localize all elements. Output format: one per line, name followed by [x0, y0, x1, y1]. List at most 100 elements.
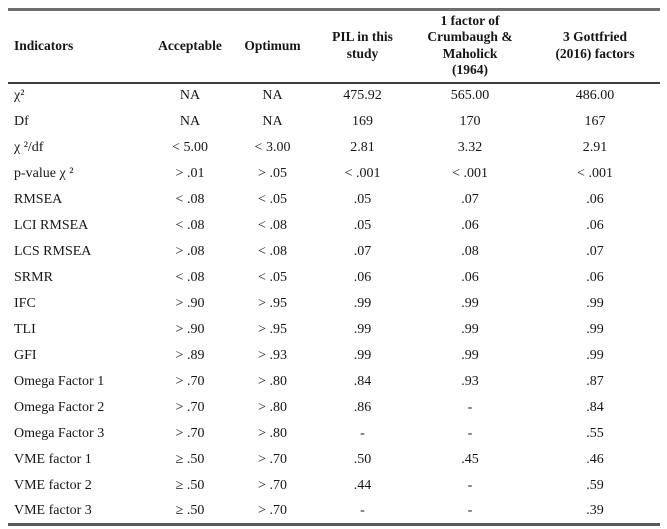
cell-value: < .05 — [258, 269, 287, 285]
cell-value: 170 — [459, 113, 481, 129]
cell-value: 2.81 — [350, 139, 375, 155]
cell-value: .84 — [586, 399, 604, 415]
cell-value: - — [360, 425, 365, 441]
cell-value: 475.92 — [343, 88, 382, 104]
cell-value: > .01 — [175, 165, 205, 181]
table-row: RMSEA < .08 < .05 .05 .07 .06 — [8, 187, 660, 213]
cell-value: 2.91 — [582, 139, 608, 155]
cell-value: 486.00 — [575, 88, 615, 104]
row-label: GFI — [14, 347, 37, 363]
cell-value: .08 — [461, 243, 479, 259]
table-row: Omega Factor 3 > .70 > .80 - - .55 — [8, 421, 660, 447]
cell-value: ≥ .50 — [175, 477, 205, 493]
cell-value: .84 — [353, 373, 372, 389]
cell-value: > .70 — [175, 373, 205, 389]
cell-value: .55 — [586, 425, 604, 441]
cell-value: .99 — [353, 347, 372, 363]
cell-value: .39 — [586, 503, 604, 519]
cell-value: .99 — [586, 295, 604, 311]
cell-value: .59 — [586, 477, 604, 493]
cell-value: < .08 — [175, 217, 205, 233]
table-row: Omega Factor 1 > .70 > .80 .84 .93 .87 — [8, 369, 660, 395]
table-row: p-value χ ² > .01 > .05 < .001 < .001 < .001 — [8, 161, 660, 187]
table-row: GFI > .89 > .93 .99 .99 .99 — [8, 343, 660, 369]
cell-value: .06 — [586, 217, 604, 233]
row-label: LCS RMSEA — [14, 243, 92, 259]
cell-value: .99 — [353, 295, 372, 311]
cell-value: > .95 — [258, 295, 287, 311]
row-label: VME factor 3 — [14, 503, 92, 519]
cell-value: < .08 — [175, 269, 205, 285]
cell-value: > .70 — [175, 399, 205, 415]
cell-value: > .90 — [175, 295, 205, 311]
cell-value: > .08 — [175, 243, 205, 259]
table-row: χ ²/df < 5.00 < 3.00 2.81 3.32 2.91 — [8, 135, 660, 161]
row-label: VME factor 1 — [14, 451, 92, 467]
cell-value: - — [467, 477, 473, 493]
cell-value: 169 — [352, 113, 373, 129]
header-row: Indicators Acceptable Optimum PIL in this s… — [8, 10, 660, 83]
cell-value: < 5.00 — [172, 139, 208, 155]
cell-value: ≥ .50 — [175, 503, 205, 519]
cell-value: .99 — [586, 321, 604, 337]
cell-value: .05 — [353, 217, 372, 233]
table-row: SRMR < .08 < .05 .06 .06 .06 — [8, 265, 660, 291]
row-label: p-value χ ² — [14, 165, 74, 181]
cell-value: < .08 — [258, 243, 287, 259]
cell-value: .07 — [461, 191, 479, 207]
row-label: Df — [14, 113, 29, 129]
cell-value: > .80 — [258, 425, 287, 441]
cell-value: ≥ .50 — [175, 451, 205, 467]
cell-value: NA — [262, 88, 283, 104]
column-header: PIL in this study — [332, 29, 393, 61]
table-header: Indicators Acceptable Optimum PIL in this s… — [8, 10, 660, 83]
cell-value: .87 — [586, 373, 604, 389]
row-label: Omega Factor 3 — [14, 425, 105, 441]
cell-value: > .70 — [258, 451, 287, 467]
cell-value: .45 — [461, 451, 479, 467]
cell-value: NA — [179, 88, 201, 104]
table-row: VME factor 2 ≥ .50 > .70 .44 - .59 — [8, 473, 660, 499]
cell-value: < .001 — [577, 165, 613, 181]
cell-value: .06 — [461, 217, 479, 233]
cell-value: .99 — [461, 321, 479, 337]
table-row: VME factor 3 ≥ .50 > .70 - - .39 — [8, 499, 660, 525]
row-label: VME factor 2 — [14, 477, 92, 493]
row-label: LCI RMSEA — [14, 217, 89, 233]
cell-value: .99 — [461, 347, 479, 363]
fit-indices-table: Indicators Acceptable Optimum PIL in this s… — [8, 8, 660, 527]
cell-value: < 3.00 — [254, 139, 291, 155]
cell-value: < .08 — [175, 191, 205, 207]
row-label: SRMR — [14, 269, 53, 285]
cell-value: > .05 — [258, 165, 287, 181]
row-label: IFC — [14, 295, 36, 311]
cell-value: > .93 — [258, 347, 287, 363]
cell-value: .06 — [353, 269, 372, 285]
cell-value: < .08 — [258, 217, 287, 233]
cell-value: > .70 — [175, 425, 205, 441]
column-header: Indicators — [14, 37, 74, 53]
table-row: χ² NA NA 475.92 565.00 486.00 — [8, 83, 660, 109]
cell-value: .44 — [353, 477, 372, 493]
cell-value: .07 — [586, 243, 604, 259]
cell-value: .07 — [353, 243, 372, 259]
row-label: TLI — [14, 321, 36, 337]
cell-value: > .80 — [258, 399, 287, 415]
row-label: χ² — [14, 88, 25, 104]
table-row: LCI RMSEA < .08 < .08 .05 .06 .06 — [8, 213, 660, 239]
cell-value: > .95 — [258, 321, 287, 337]
column-header: 3 Gottfried (2016) factors — [555, 29, 635, 61]
cell-value: < .05 — [258, 191, 287, 207]
cell-value: .99 — [586, 347, 604, 363]
table-row: IFC > .90 > .95 .99 .99 .99 — [8, 291, 660, 317]
cell-value: .05 — [353, 191, 372, 207]
cell-value: 565.00 — [450, 88, 490, 104]
cell-value: > .70 — [258, 477, 287, 493]
cell-value: < .001 — [344, 165, 381, 181]
row-label: Omega Factor 2 — [14, 399, 105, 415]
cell-value: - — [360, 503, 365, 519]
row-label: RMSEA — [14, 191, 63, 207]
cell-value: .86 — [353, 399, 372, 415]
cell-value: NA — [179, 113, 201, 129]
